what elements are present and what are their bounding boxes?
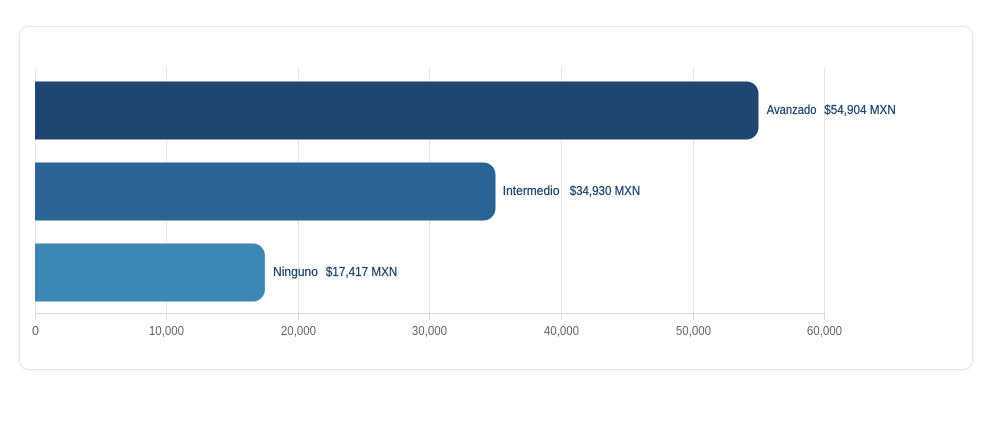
svg-text:60,000: 60,000	[807, 324, 842, 338]
svg-text:$54,904 MXN: $54,904 MXN	[824, 102, 896, 117]
svg-text:0: 0	[32, 324, 39, 338]
svg-text:30,000: 30,000	[412, 324, 447, 338]
svg-text:$17,417 MXN: $17,417 MXN	[326, 264, 397, 279]
svg-text:$34,930 MXN: $34,930 MXN	[570, 183, 641, 198]
svg-text:Intermedio: Intermedio	[503, 183, 560, 198]
svg-text:50,000: 50,000	[676, 324, 711, 338]
svg-text:Ninguno: Ninguno	[273, 264, 318, 279]
svg-text:20,000: 20,000	[281, 324, 316, 338]
svg-text:40,000: 40,000	[544, 324, 579, 338]
svg-text:Avanzado: Avanzado	[767, 102, 817, 117]
svg-text:10,000: 10,000	[149, 324, 184, 338]
